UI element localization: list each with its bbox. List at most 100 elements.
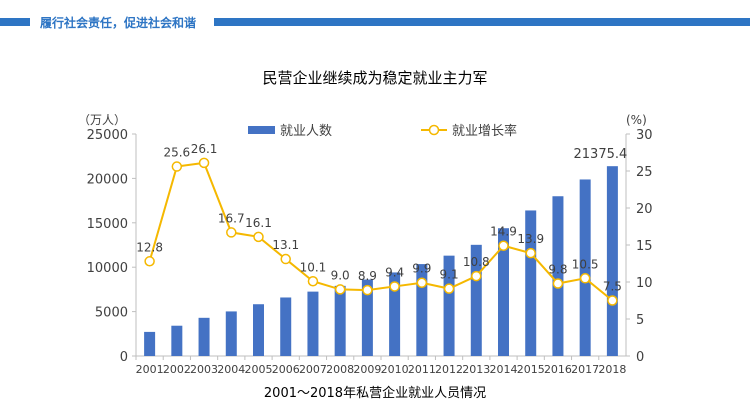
line-data-label: 13.1 xyxy=(272,238,299,252)
line-data-label: 9.9 xyxy=(412,262,431,276)
growth-point xyxy=(171,161,183,172)
banner-text: 履行社会责任，促进社会和谐 xyxy=(40,16,197,30)
growth-point xyxy=(498,240,509,251)
growth-point xyxy=(253,231,264,243)
bar xyxy=(144,331,156,356)
growth-point xyxy=(362,284,373,296)
line-data-label: 10.8 xyxy=(463,255,490,269)
growth-point xyxy=(552,278,564,289)
line-data-label: 14.9 xyxy=(490,225,517,239)
bar xyxy=(552,196,564,356)
left-tick-label: 20000 xyxy=(87,172,128,187)
left-tick-label: 25000 xyxy=(87,128,128,143)
growth-point xyxy=(198,157,210,169)
line-data-label: 9.0 xyxy=(331,268,350,282)
growth-point xyxy=(389,281,400,292)
bar xyxy=(525,210,537,356)
legend-line-label: 就业增长率 xyxy=(452,123,517,139)
right-tick-label: 0 xyxy=(636,350,644,365)
growth-point xyxy=(525,247,536,259)
growth-point xyxy=(334,284,346,295)
line-data-label: 9.4 xyxy=(385,265,404,279)
right-tick-label: 10 xyxy=(636,276,653,291)
growth-point xyxy=(226,227,237,238)
right-tick-label: 30 xyxy=(636,128,653,143)
banner-bar-right xyxy=(214,18,750,26)
growth-point xyxy=(307,276,319,287)
left-tick-label: 15000 xyxy=(87,217,128,232)
legend-bar-label: 就业人数 xyxy=(280,124,332,139)
line-data-label: 26.1 xyxy=(191,142,218,156)
line-data-label: 10.5 xyxy=(572,257,599,271)
line-data-label: 8.9 xyxy=(358,269,377,283)
growth-point xyxy=(607,295,618,306)
right-tick-label: 25 xyxy=(636,165,653,180)
chart-caption: 2001～2018年私营企业就业人员情况 xyxy=(264,385,486,401)
bar xyxy=(253,304,264,356)
bar xyxy=(225,311,237,356)
x-tick-label: 2001 xyxy=(136,363,164,376)
x-tick-label: 2011 xyxy=(408,363,436,376)
x-tick-label: 2018 xyxy=(598,363,626,376)
x-tick-label: 2006 xyxy=(272,363,300,376)
x-tick-label: 2005 xyxy=(245,363,273,376)
left-axis-unit: （万人） xyxy=(78,113,126,127)
right-axis-unit: (%) xyxy=(626,113,647,127)
growth-point xyxy=(280,253,291,265)
growth-line xyxy=(148,161,614,302)
line-data-label: 9.1 xyxy=(440,268,459,282)
x-tick-label: 2009 xyxy=(353,363,381,376)
line-data-label: 12.8 xyxy=(136,240,163,254)
line-data-label: 25.6 xyxy=(163,146,190,160)
x-tick-label: 2013 xyxy=(462,363,490,376)
bar xyxy=(416,264,428,356)
growth-point xyxy=(416,277,428,288)
bar xyxy=(579,179,591,356)
bar xyxy=(443,255,455,356)
x-tick-label: 2012 xyxy=(435,363,463,376)
legend-bar-swatch xyxy=(248,126,275,134)
chart-title: 民营企业继续成为稳定就业主力军 xyxy=(262,69,487,87)
growth-point xyxy=(471,270,482,282)
line-data-label: 10.1 xyxy=(300,260,327,274)
x-tick-label: 2014 xyxy=(490,363,518,376)
x-tick-label: 2010 xyxy=(381,363,409,376)
right-tick-label: 20 xyxy=(636,202,653,217)
x-tick-label: 2017 xyxy=(571,363,599,376)
line-data-label: 16.1 xyxy=(245,216,272,230)
line-data-label: 13.9 xyxy=(517,232,544,246)
top-banner: 履行社会责任，促进社会和谐 xyxy=(0,14,750,34)
line-data-label: 16.7 xyxy=(218,211,245,225)
x-tick-label: 2004 xyxy=(217,363,245,376)
right-tick-label: 15 xyxy=(636,239,653,254)
x-tick-label: 2008 xyxy=(326,363,354,376)
bar xyxy=(198,317,210,356)
bar xyxy=(389,272,401,356)
bar xyxy=(470,244,482,356)
bar xyxy=(307,291,319,356)
x-tick-label: 2015 xyxy=(517,363,545,376)
x-tick-label: 2003 xyxy=(190,363,218,376)
bar xyxy=(280,297,292,356)
growth-point xyxy=(579,273,591,284)
bar xyxy=(361,279,373,356)
legend-line-marker xyxy=(428,124,440,136)
bar xyxy=(334,285,346,356)
left-tick-label: 5000 xyxy=(95,306,128,321)
x-tick-label: 2007 xyxy=(299,363,327,376)
line-data-label: 9.8 xyxy=(548,262,567,276)
x-tick-label: 2016 xyxy=(544,363,572,376)
bar-data-label: 21375.4 xyxy=(574,147,628,162)
bar xyxy=(606,166,618,356)
left-tick-label: 0 xyxy=(120,350,128,365)
banner-bar-left xyxy=(0,18,30,26)
line-data-label: 7.5 xyxy=(603,280,622,294)
left-tick-label: 10000 xyxy=(87,261,128,276)
right-tick-label: 5 xyxy=(636,313,644,328)
bar xyxy=(171,325,183,356)
growth-point xyxy=(443,283,455,294)
growth-point xyxy=(144,256,155,267)
bar xyxy=(498,228,509,356)
x-tick-label: 2002 xyxy=(163,363,191,376)
